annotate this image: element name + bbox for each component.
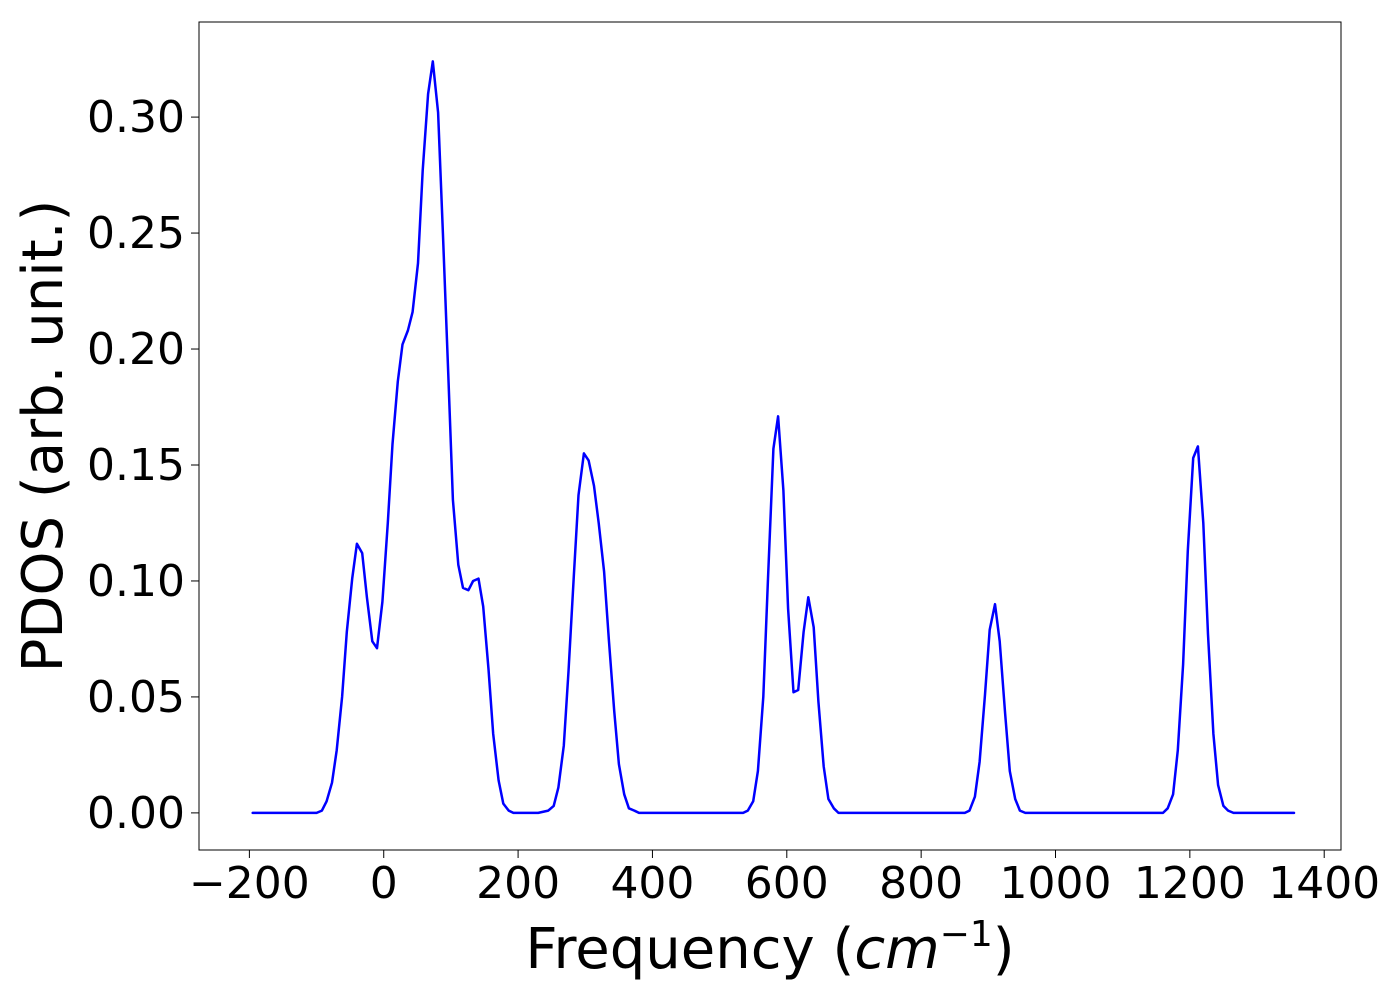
- y-axis-ticks: 0.00 0.05 0.10 0.15 0.20 0.25 0.30: [87, 92, 199, 839]
- x-axis-label-close: ): [993, 917, 1015, 982]
- x-axis-label-text: Frequency (: [525, 917, 854, 982]
- x-tick-label: −200: [189, 858, 310, 909]
- x-axis-label-unit: cm: [854, 917, 939, 982]
- y-tick-label: 0.25: [87, 208, 185, 259]
- x-tick-label: 1400: [1268, 858, 1380, 909]
- y-tick-label: 0.05: [87, 672, 185, 723]
- x-tick-label: 200: [476, 858, 560, 909]
- plot-frame: [198, 21, 1342, 851]
- x-axis-label: Frequency (cm−1): [525, 914, 1014, 982]
- y-tick-label: 0.15: [87, 440, 185, 491]
- x-axis-ticks: −200 0 200 400 600 800 1000 1200 1400: [189, 850, 1380, 909]
- x-tick-label: 1000: [1000, 858, 1112, 909]
- y-tick-label: 0.10: [87, 556, 185, 607]
- y-tick-label: 0.30: [87, 92, 185, 143]
- x-axis-label-exponent: −1: [940, 914, 993, 955]
- y-tick-label: 0.00: [87, 788, 185, 839]
- x-tick-label: 800: [879, 858, 963, 909]
- series-line-0: [251, 60, 1296, 815]
- x-tick-label: 600: [745, 858, 829, 909]
- x-tick-label: 0: [370, 858, 398, 909]
- x-tick-label: 400: [610, 858, 694, 909]
- y-axis-label: PDOS (arb. unit.): [11, 200, 76, 673]
- series-layer: [251, 60, 1296, 815]
- y-tick-label: 0.20: [87, 324, 185, 375]
- x-tick-label: 1200: [1134, 858, 1246, 909]
